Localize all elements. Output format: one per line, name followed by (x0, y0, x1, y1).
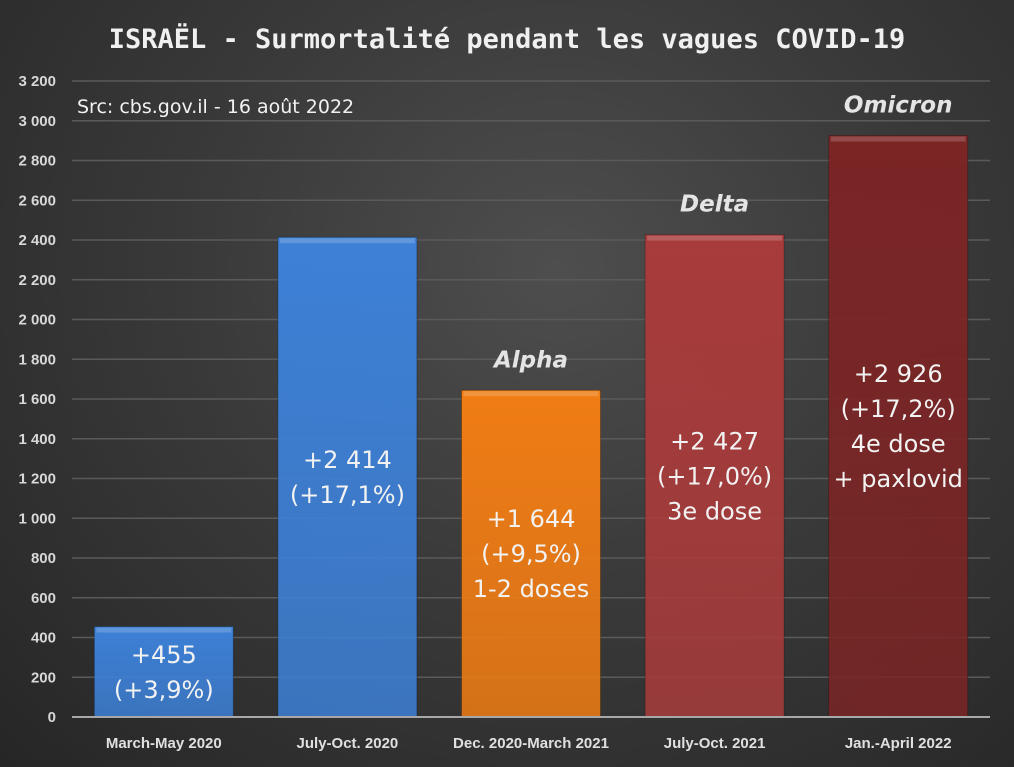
y-tick-label: 1 000 (18, 510, 56, 527)
bar-1 (93, 626, 234, 718)
bar-5 (828, 134, 969, 718)
data-label: (+17,0%) (657, 462, 772, 490)
data-label: 3e dose (667, 497, 762, 525)
chart-subtitle-source: Src: cbs.gov.il - 16 août 2022 (77, 96, 354, 118)
data-label: +2 427 (670, 427, 759, 455)
data-label: +2 926 (854, 360, 943, 388)
data-label: + paxlovid (834, 465, 963, 493)
y-tick-label: 1 400 (18, 431, 56, 448)
y-tick-label: 3 200 (18, 73, 56, 90)
y-tick-label: 2 200 (18, 272, 56, 289)
bar-bevel (830, 136, 966, 142)
data-label: (+17,2%) (841, 395, 956, 423)
y-tick-label: 1 800 (18, 351, 56, 368)
data-label: (+9,5%) (481, 540, 581, 568)
y-tick-label: 2 800 (18, 153, 56, 170)
chart-title: ISRAËL - Surmortalité pendant les vagues… (109, 23, 906, 55)
y-tick-label: 3 000 (18, 113, 56, 130)
y-tick-label: 600 (31, 590, 56, 607)
x-category-label: Jan.-April 2022 (845, 735, 952, 752)
y-tick-label: 0 (48, 709, 56, 726)
variant-label: Omicron (844, 92, 953, 118)
data-label: +1 644 (487, 505, 576, 533)
variant-label: Alpha (492, 347, 568, 373)
y-tick-label: 1 600 (18, 391, 56, 408)
y-tick-label: 2 400 (18, 232, 56, 249)
y-tick-label: 800 (31, 550, 56, 567)
x-axis-labels: March-May 2020 July-Oct. 2020 Dec. 2020-Ma… (106, 735, 952, 752)
data-label: (+17,1%) (290, 481, 405, 509)
variant-label: Delta (680, 192, 749, 218)
x-category-label: July-Oct. 2021 (664, 735, 766, 752)
bar-bevel (96, 627, 232, 633)
bar-bevel (647, 235, 783, 241)
y-tick-label: 400 (31, 630, 56, 647)
data-label: 4e dose (851, 430, 946, 458)
x-category-label: July-Oct. 2020 (297, 735, 399, 752)
y-tick-label: 2 600 (18, 192, 56, 209)
data-label: +2 414 (303, 446, 392, 474)
data-label: (+3,9%) (114, 676, 214, 704)
y-tick-label: 1 200 (18, 471, 56, 488)
bars: +455 (+3,9%) +2 414 (+17,1%) +1 644 (+9,5%) 1-… (93, 92, 969, 718)
x-category-label: March-May 2020 (106, 735, 222, 752)
x-category-label: Dec. 2020-March 2021 (453, 735, 609, 752)
y-tick-label: 200 (31, 669, 56, 686)
y-tick-label: 2 000 (18, 312, 56, 329)
bar-bevel (279, 238, 415, 244)
bar-4 (644, 234, 785, 718)
y-axis-ticks: 0 200 400 600 800 1 000 1 200 1 400 1 600 1 800 2 … (18, 73, 56, 726)
bar-bevel (463, 391, 599, 397)
data-label: +455 (131, 641, 197, 669)
bar-2 (277, 236, 418, 718)
data-label: 1-2 doses (473, 575, 590, 603)
